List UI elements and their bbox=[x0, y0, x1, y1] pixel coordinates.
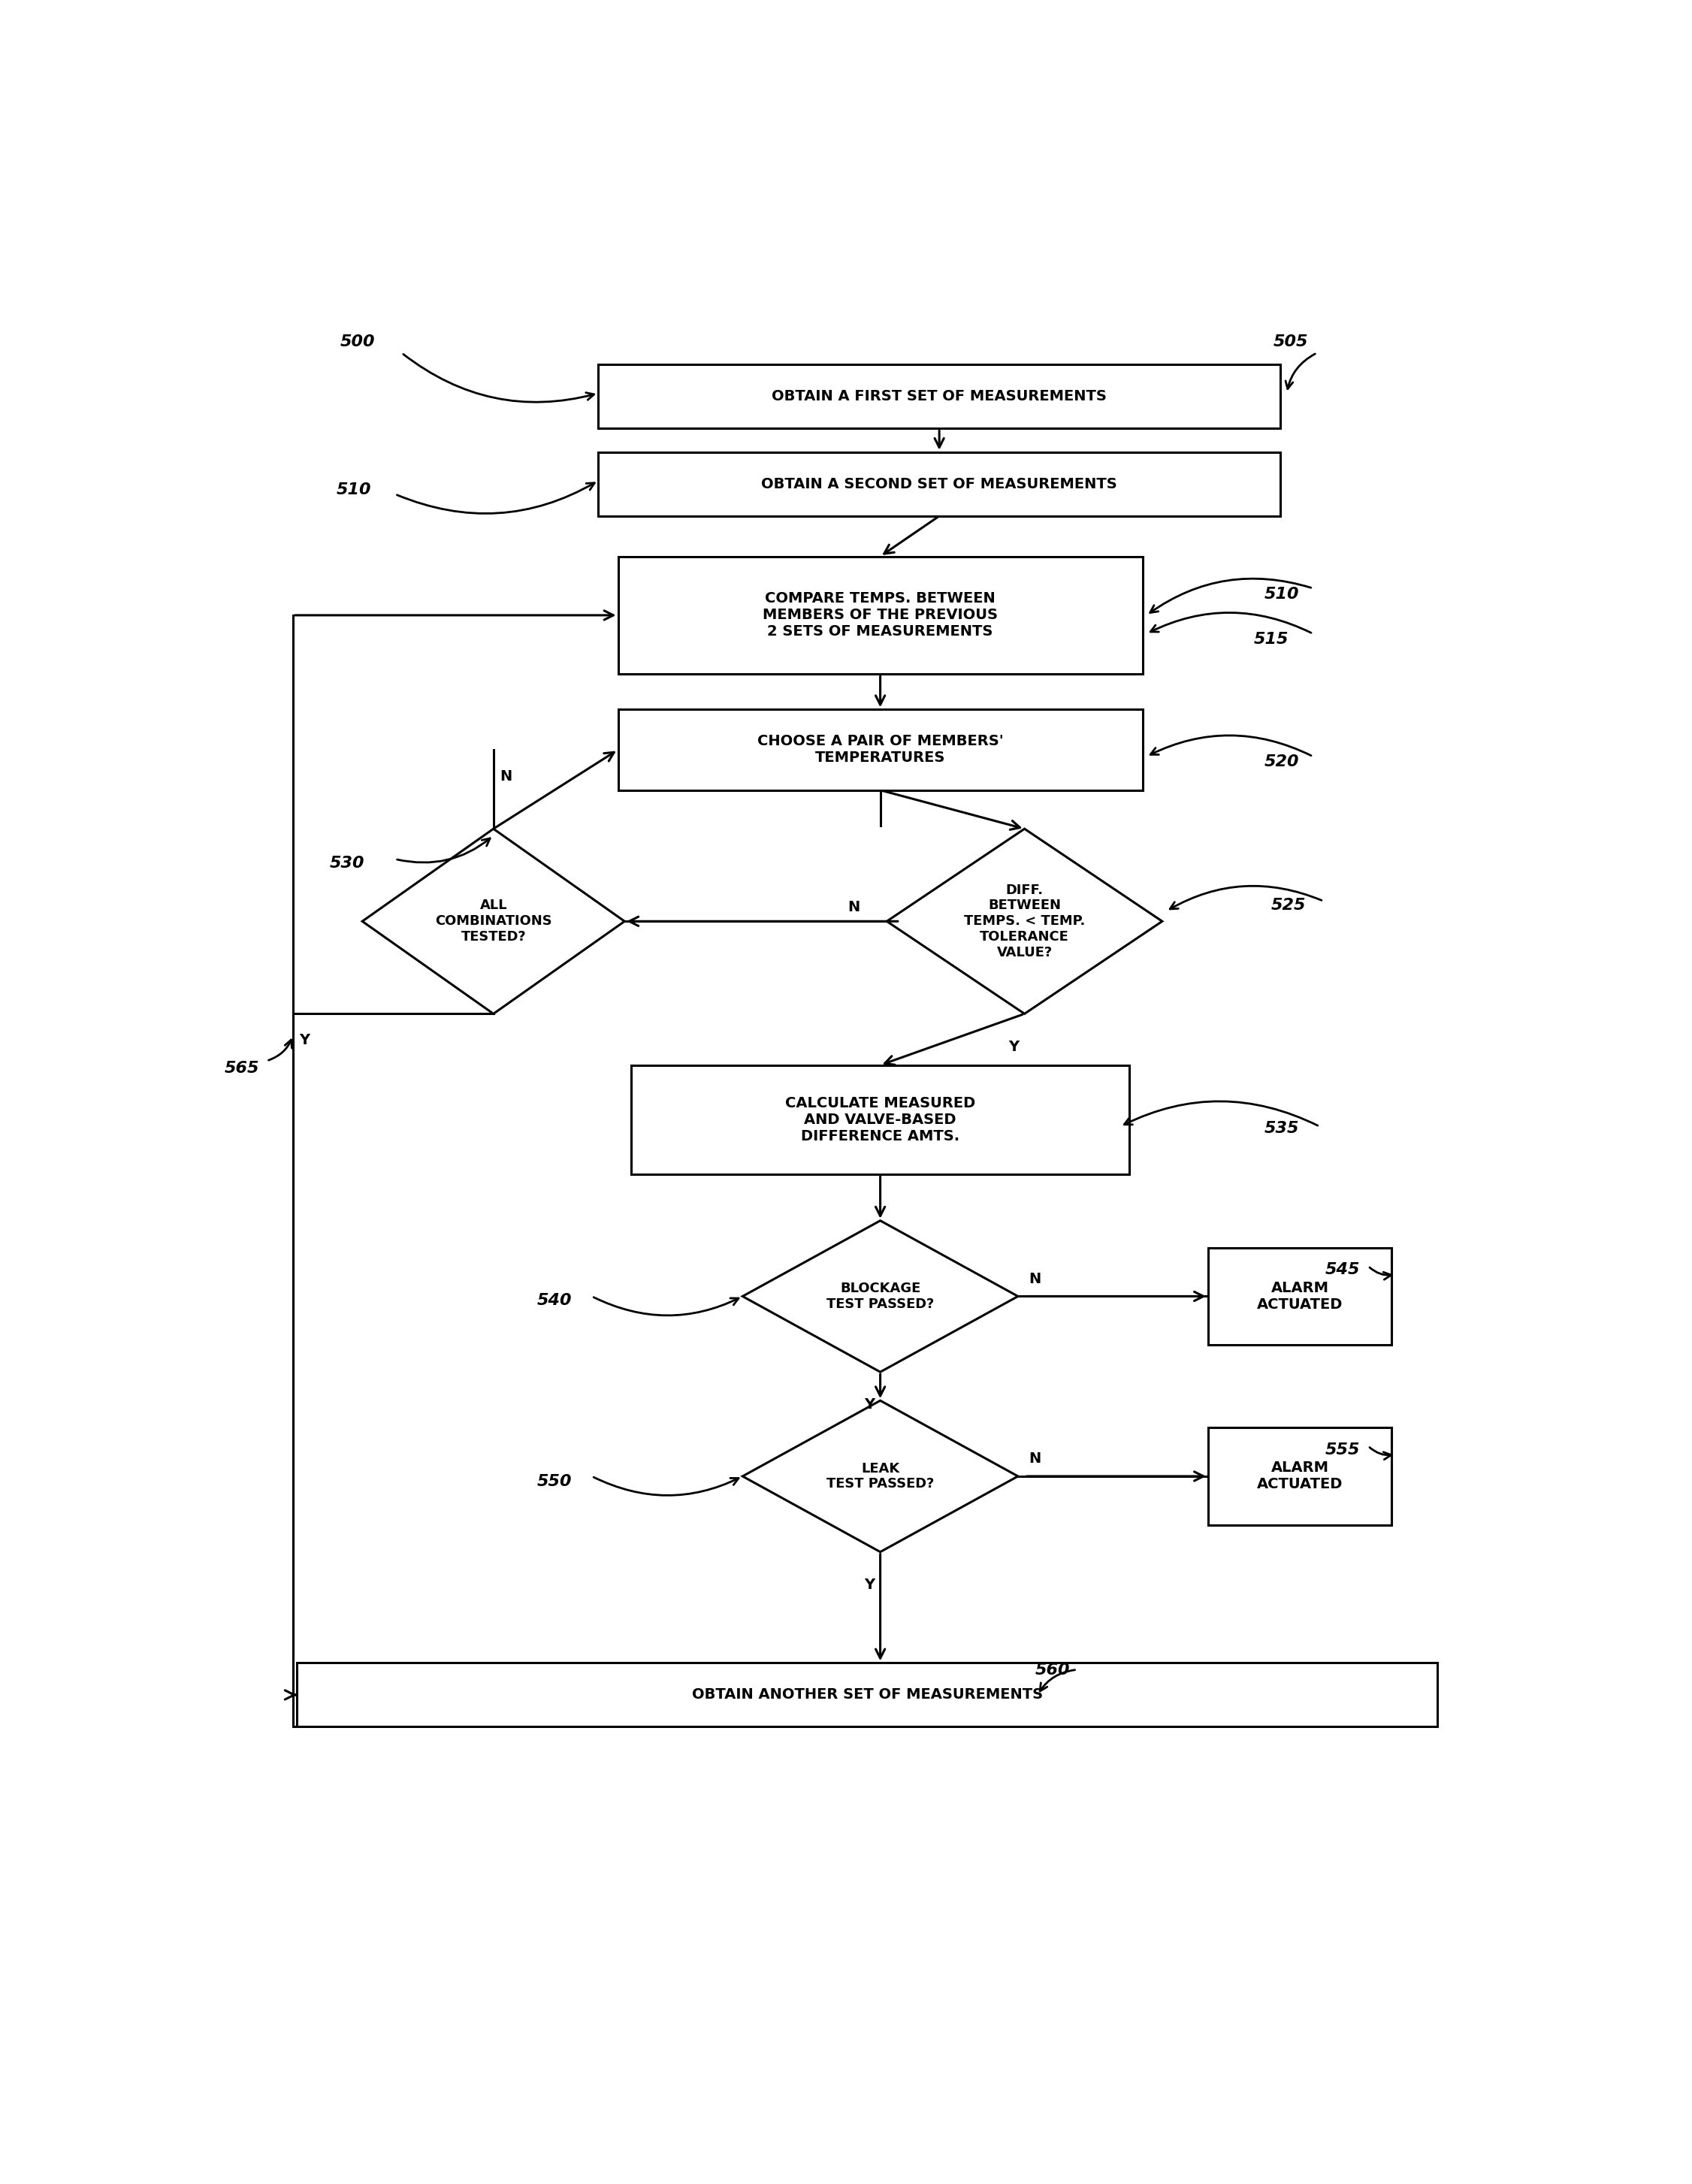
Text: N: N bbox=[1029, 1271, 1041, 1286]
Text: 560: 560 bbox=[1036, 1662, 1069, 1677]
Text: OBTAIN A FIRST SET OF MEASUREMENTS: OBTAIN A FIRST SET OF MEASUREMENTS bbox=[772, 389, 1107, 404]
Text: Y: Y bbox=[865, 1577, 875, 1592]
Text: ALARM
ACTUATED: ALARM ACTUATED bbox=[1257, 1461, 1343, 1492]
Text: Y: Y bbox=[299, 1033, 310, 1046]
Text: LEAK
TEST PASSED?: LEAK TEST PASSED? bbox=[826, 1461, 934, 1492]
Polygon shape bbox=[743, 1221, 1019, 1372]
Text: N: N bbox=[1029, 1452, 1041, 1465]
Text: 505: 505 bbox=[1274, 334, 1308, 349]
Polygon shape bbox=[887, 828, 1162, 1013]
FancyBboxPatch shape bbox=[618, 710, 1142, 791]
FancyBboxPatch shape bbox=[1208, 1247, 1391, 1345]
Text: CHOOSE A PAIR OF MEMBERS'
TEMPERATURES: CHOOSE A PAIR OF MEMBERS' TEMPERATURES bbox=[756, 734, 1003, 764]
Text: OBTAIN A SECOND SET OF MEASUREMENTS: OBTAIN A SECOND SET OF MEASUREMENTS bbox=[761, 476, 1117, 491]
Text: N: N bbox=[501, 769, 513, 784]
Text: COMPARE TEMPS. BETWEEN
MEMBERS OF THE PREVIOUS
2 SETS OF MEASUREMENTS: COMPARE TEMPS. BETWEEN MEMBERS OF THE PR… bbox=[763, 592, 998, 640]
Text: 510: 510 bbox=[337, 483, 371, 498]
Text: Y: Y bbox=[1008, 1040, 1019, 1055]
FancyBboxPatch shape bbox=[1208, 1428, 1391, 1524]
Text: 520: 520 bbox=[1264, 753, 1299, 769]
FancyBboxPatch shape bbox=[599, 365, 1281, 428]
FancyBboxPatch shape bbox=[599, 452, 1281, 515]
Text: OBTAIN ANOTHER SET OF MEASUREMENTS: OBTAIN ANOTHER SET OF MEASUREMENTS bbox=[692, 1688, 1042, 1701]
FancyBboxPatch shape bbox=[618, 557, 1142, 675]
Text: DIFF.
BETWEEN
TEMPS. < TEMP.
TOLERANCE
VALUE?: DIFF. BETWEEN TEMPS. < TEMP. TOLERANCE V… bbox=[964, 882, 1085, 959]
Text: 545: 545 bbox=[1325, 1262, 1360, 1278]
Text: ALARM
ACTUATED: ALARM ACTUATED bbox=[1257, 1280, 1343, 1313]
Text: 550: 550 bbox=[536, 1474, 572, 1489]
Text: 535: 535 bbox=[1264, 1120, 1299, 1136]
Text: 530: 530 bbox=[330, 856, 364, 871]
Text: 525: 525 bbox=[1271, 898, 1306, 913]
Polygon shape bbox=[362, 828, 624, 1013]
Text: 540: 540 bbox=[536, 1293, 572, 1308]
Polygon shape bbox=[743, 1400, 1019, 1553]
Text: Y: Y bbox=[865, 1398, 875, 1413]
FancyBboxPatch shape bbox=[296, 1662, 1438, 1728]
Text: CALCULATE MEASURED
AND VALVE-BASED
DIFFERENCE AMTS.: CALCULATE MEASURED AND VALVE-BASED DIFFE… bbox=[785, 1096, 975, 1144]
FancyBboxPatch shape bbox=[631, 1066, 1130, 1175]
Text: 510: 510 bbox=[1264, 585, 1299, 601]
Text: 555: 555 bbox=[1325, 1441, 1360, 1457]
Text: BLOCKAGE
TEST PASSED?: BLOCKAGE TEST PASSED? bbox=[826, 1282, 934, 1310]
Text: ALL
COMBINATIONS
TESTED?: ALL COMBINATIONS TESTED? bbox=[435, 900, 552, 943]
Text: 565: 565 bbox=[225, 1061, 259, 1077]
Text: 500: 500 bbox=[340, 334, 376, 349]
Text: N: N bbox=[848, 900, 860, 915]
Text: 515: 515 bbox=[1254, 631, 1289, 646]
